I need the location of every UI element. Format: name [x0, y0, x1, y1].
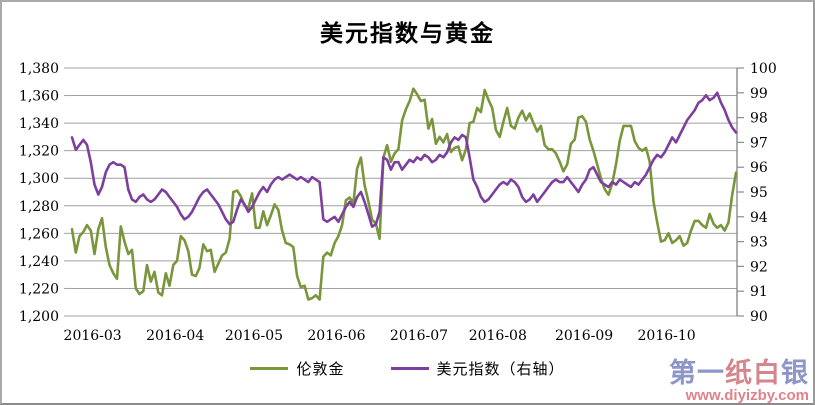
watermark-char: 一: [697, 358, 725, 388]
x-axis-label: 2016-06: [307, 328, 365, 344]
right-axis-label: 95: [750, 185, 768, 201]
legend-label-gold: 伦敦金: [296, 360, 345, 378]
watermark-char: 银: [781, 358, 809, 388]
watermark-char: 纸: [725, 358, 753, 388]
right-axis-label: 91: [750, 284, 768, 300]
x-axis-label: 2016-05: [225, 328, 283, 344]
right-axis-label: 93: [750, 235, 768, 251]
watermark-brand: 第一纸白银: [669, 360, 809, 387]
watermark-char: 第: [669, 358, 697, 388]
left-axis-label: 1,360: [19, 89, 59, 105]
right-axis-label: 100: [750, 61, 777, 77]
legend: 伦敦金 美元指数（右轴）: [2, 358, 813, 379]
right-axis-label: 94: [750, 210, 768, 226]
legend-item-gold: 伦敦金: [250, 358, 344, 379]
gold-line: [70, 87, 738, 301]
chart-title: 美元指数与黄金: [320, 20, 495, 47]
right-axis-label: 97: [750, 135, 768, 151]
watermark: 第一纸白银 www.diyizby.com: [669, 360, 809, 404]
x-axis-label: 2016-09: [555, 328, 613, 344]
right-axis-label: 96: [750, 160, 768, 176]
gold-line-swatch-icon: [250, 367, 289, 370]
right-axis-label: 90: [750, 309, 768, 325]
left-axis-label: 1,340: [19, 116, 59, 132]
watermark-char: 白: [753, 358, 781, 388]
x-axis-label: 2016-10: [638, 328, 696, 344]
left-axis-label: 1,320: [19, 144, 59, 160]
left-axis-label: 1,380: [19, 61, 59, 77]
right-axis-label: 98: [750, 111, 768, 127]
left-axis-label: 1,220: [19, 281, 59, 297]
left-axis-label: 1,300: [19, 171, 59, 187]
x-axis-label: 2016-07: [390, 328, 448, 344]
left-axis-label: 1,280: [19, 199, 59, 215]
left-axis-label: 1,240: [19, 254, 59, 270]
usd-index-line: [70, 91, 738, 228]
legend-item-usd-index: 美元指数（右轴）: [390, 358, 565, 379]
x-axis-label: 2016-04: [146, 328, 204, 344]
usd-index-line-swatch-icon: [390, 367, 429, 370]
x-axis-label: 2016-08: [469, 328, 527, 344]
legend-label-usd-index: 美元指数（右轴）: [436, 360, 565, 378]
watermark-url: www.diyizby.com: [685, 387, 809, 404]
x-axis-label: 2016-03: [64, 328, 122, 344]
left-axis-label: 1,200: [19, 309, 59, 325]
right-axis-label: 92: [750, 259, 768, 275]
right-axis-label: 99: [750, 86, 768, 102]
left-axis-label: 1,260: [19, 226, 59, 242]
